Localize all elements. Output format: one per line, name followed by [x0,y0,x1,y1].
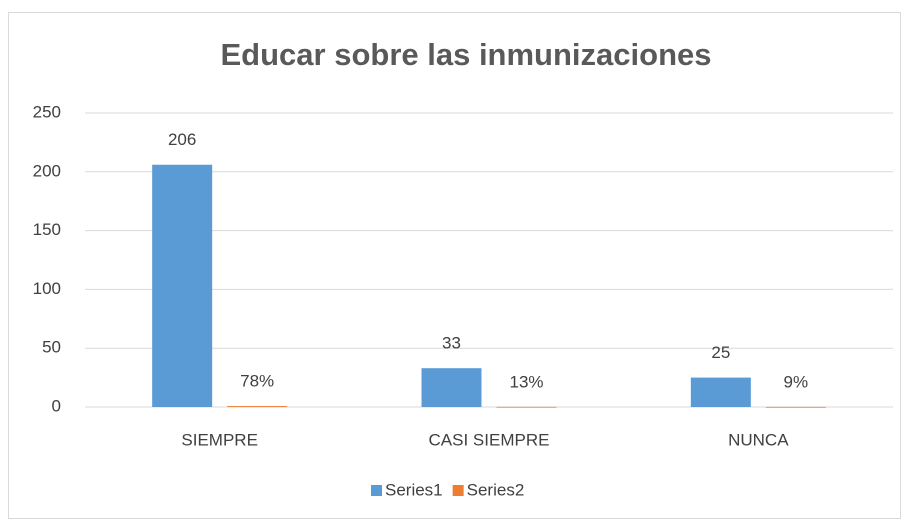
bar [152,164,213,407]
bar [227,406,288,407]
y-tick-label: 50 [42,338,61,357]
legend-label: Series1 [385,480,443,499]
data-label: 9% [784,372,809,391]
y-tick-label: 100 [33,279,61,298]
data-label: 25 [711,343,730,362]
data-label: 13% [509,372,543,391]
x-tick-label: CASI SIEMPRE [429,430,550,449]
bar [421,368,482,407]
y-tick-label: 0 [52,396,61,415]
y-tick-label: 250 [33,102,61,121]
x-tick-label: SIEMPRE [181,430,258,449]
legend-swatch [452,485,464,496]
data-label: 206 [168,130,196,149]
legend-label: Series2 [467,480,525,499]
legend-swatch [371,485,382,496]
y-tick-label: 200 [33,161,61,180]
chart-title: Educar sobre las inmunizaciones [221,37,712,72]
data-label: 78% [240,372,274,391]
bar [690,377,751,407]
bar [765,406,826,408]
bar [496,406,557,408]
y-tick-label: 150 [33,220,61,239]
data-label: 33 [442,334,461,353]
x-tick-label: NUNCA [728,430,789,449]
